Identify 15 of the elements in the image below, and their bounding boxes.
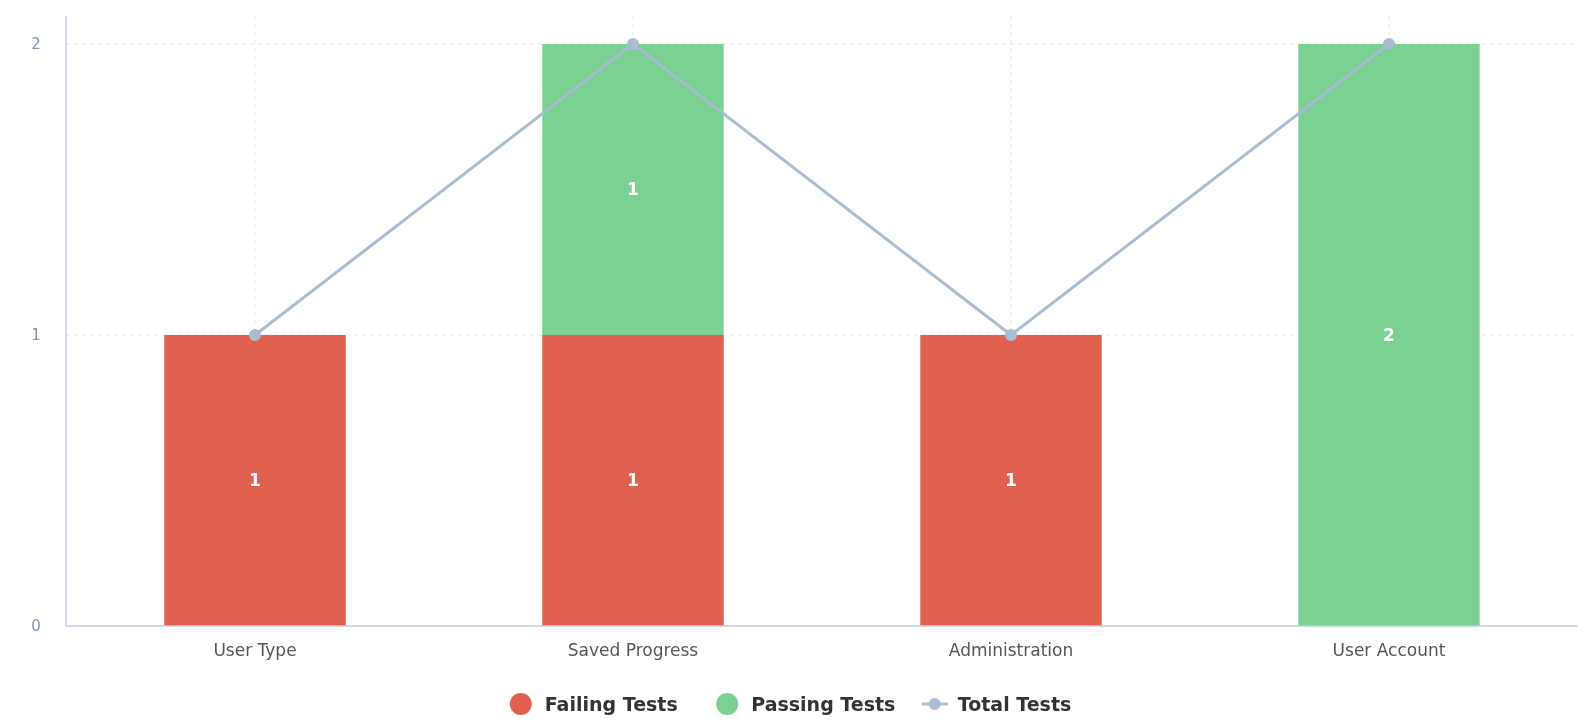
data-label: 1 — [1005, 470, 1017, 491]
data-label: 1 — [627, 470, 639, 491]
x-tick-label: Administration — [948, 640, 1074, 660]
x-tick-label: User Type — [213, 640, 297, 660]
y-tick-label: 1 — [31, 326, 41, 345]
y-tick-label: 2 — [31, 35, 41, 54]
x-tick-label: User Account — [1332, 640, 1446, 660]
legend-label: Total Tests — [957, 692, 1072, 715]
legend-label: Failing Tests — [544, 692, 678, 715]
data-label: 1 — [627, 179, 639, 200]
data-label: 2 — [1383, 324, 1395, 345]
x-tick-label: Saved Progress — [567, 640, 699, 660]
legend-label: Passing Tests — [751, 692, 896, 715]
data-label: 1 — [249, 470, 261, 491]
y-tick-label: 0 — [31, 617, 41, 636]
